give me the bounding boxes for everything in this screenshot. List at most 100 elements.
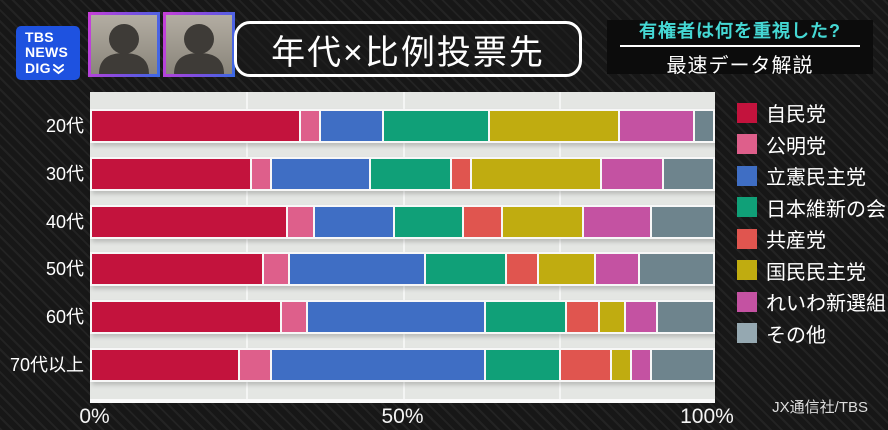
legend-item: 立憲民主党 <box>737 160 886 192</box>
person-icon <box>174 24 224 74</box>
bar-segment <box>658 302 713 333</box>
bar-segment <box>694 111 713 141</box>
tbs-news-dig-logo: TBS NEWS DIG <box>16 26 80 80</box>
bar-segment <box>539 254 594 285</box>
bar-segment <box>92 111 300 141</box>
legend-swatch <box>737 102 757 123</box>
bar-segment <box>272 158 370 189</box>
legend-label: 日本維新の会 <box>766 198 886 221</box>
bar-segment <box>288 206 313 237</box>
bar-segment <box>472 158 600 189</box>
bar-segment <box>239 350 271 380</box>
legend-item: 日本維新の会 <box>737 192 886 224</box>
bar-row <box>90 156 715 191</box>
bar-segment <box>664 158 713 189</box>
bar-segment <box>595 254 639 285</box>
legend-swatch <box>737 323 757 344</box>
bar-segment <box>502 206 582 237</box>
legend-item: 公明党 <box>737 129 886 161</box>
bar-row <box>90 109 715 143</box>
commentator-photos <box>88 12 235 77</box>
legend-swatch <box>737 291 757 312</box>
legend-label: 立憲民主党 <box>766 167 866 190</box>
logo-line: DIG <box>25 59 51 76</box>
commentator-photo-1 <box>88 12 160 77</box>
bar-segment <box>321 111 383 141</box>
bar-segment <box>486 302 566 333</box>
x-tick-label: 50% <box>381 405 424 428</box>
bar-segment <box>92 350 238 380</box>
bar-row <box>90 348 715 382</box>
gridline <box>402 92 405 399</box>
bar-row <box>90 300 715 335</box>
bar-segment <box>301 111 320 141</box>
bar-segment <box>583 206 651 237</box>
logo-line: NEWS <box>25 44 69 61</box>
person-icon <box>99 24 149 74</box>
gridline <box>246 92 249 399</box>
bar-segment <box>92 206 287 237</box>
logo-line: TBS <box>25 28 54 45</box>
legend-swatch <box>737 134 757 155</box>
x-tick-label: 0% <box>79 405 110 428</box>
bar-segment <box>425 254 505 285</box>
gridline <box>558 92 561 399</box>
bar-segment <box>619 111 693 141</box>
legend-label: れいわ新選組 <box>766 293 886 316</box>
chart-legend: 自民党公明党立憲民主党日本維新の会 共産党国民民主党れいわ新選組 その他 <box>737 97 886 349</box>
legend-swatch <box>737 197 757 218</box>
bar-segment <box>601 158 663 189</box>
bar-segment <box>486 350 560 380</box>
bar-segment <box>652 350 713 380</box>
chart-plot-area <box>90 92 715 403</box>
legend-swatch <box>737 165 757 186</box>
bar-segment <box>395 206 463 237</box>
bar-segment <box>632 350 651 380</box>
topic-box: 有権者は何を重視した? 最速データ解説 <box>607 20 873 77</box>
bar-segment <box>272 350 485 380</box>
bar-segment <box>611 350 631 380</box>
bar-segment <box>92 302 281 333</box>
divider <box>620 44 860 47</box>
category-label: 40代 <box>45 211 84 232</box>
category-label: 60代 <box>45 307 84 328</box>
x-tick-label: 100% <box>680 405 734 428</box>
legend-item: その他 <box>737 318 886 350</box>
bar-row <box>90 252 715 287</box>
bar-segment <box>561 350 610 380</box>
bar-segment <box>282 302 307 333</box>
bar-segment <box>640 254 713 285</box>
bar-segment <box>92 158 250 189</box>
bar-segment <box>599 302 625 333</box>
bar-segment <box>371 158 451 189</box>
legend-item: 自民党 <box>737 97 886 129</box>
topic-question: 有権者は何を重視した? <box>639 20 841 41</box>
bar-segment <box>290 254 424 285</box>
category-label: 70代以上 <box>9 355 84 375</box>
source-credit: JX通信社/TBS <box>772 399 868 416</box>
x-axis: 0% 50% 100% <box>79 405 733 429</box>
bar-segment <box>464 206 501 237</box>
legend-item: 共産党 <box>737 223 886 255</box>
legend-label: 国民民主党 <box>766 261 866 284</box>
legend-swatch <box>737 260 757 281</box>
bar-segment <box>567 302 598 333</box>
bar-row <box>90 204 715 239</box>
bar-segment <box>626 302 657 333</box>
category-label: 30代 <box>45 163 84 184</box>
bar-segment <box>652 206 713 237</box>
bar-segment <box>314 206 394 237</box>
bar-segment <box>263 254 289 285</box>
bar-segment <box>308 302 485 333</box>
legend-label: 共産党 <box>766 230 826 253</box>
legend-label: 自民党 <box>766 104 826 127</box>
topic-subtitle: 最速データ解説 <box>666 54 814 77</box>
bar-segment <box>251 158 271 189</box>
commentator-photo-2 <box>163 12 235 77</box>
page-title: 年代×比例投票先 <box>234 21 582 77</box>
category-label: 50代 <box>45 259 84 280</box>
bar-segment <box>489 111 618 141</box>
legend-label: 公明党 <box>766 135 826 158</box>
legend-label: その他 <box>766 324 826 347</box>
bar-segment <box>506 254 538 285</box>
